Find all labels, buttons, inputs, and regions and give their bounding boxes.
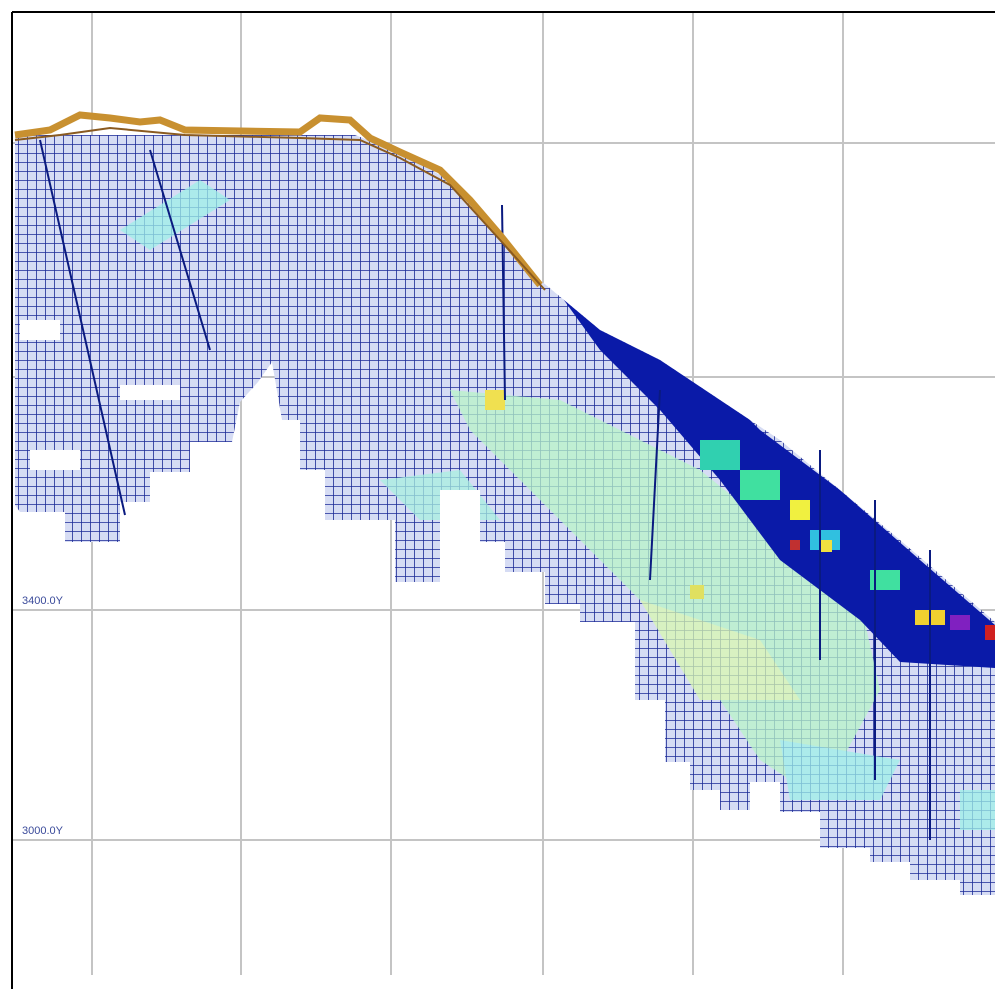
elevation-label: 3000.0Y [22, 825, 64, 837]
block-model-section: 3400.0Y 3000.0Y [0, 0, 995, 989]
elevation-label: 3400.0Y [22, 595, 64, 607]
page: 3400.0Y 3000.0Y (() => { const data = JS… [0, 0, 995, 989]
block-model [0, 100, 995, 920]
